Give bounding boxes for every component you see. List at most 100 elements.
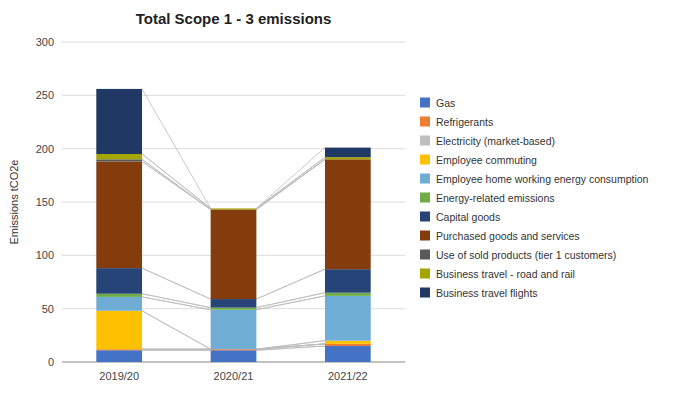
- connector: [256, 157, 325, 208]
- bar-segment: [211, 310, 257, 349]
- connector: [256, 159, 325, 209]
- connector: [142, 349, 211, 350]
- connector: [256, 362, 325, 363]
- bar-segment: [96, 154, 142, 159]
- bar-segment: [211, 350, 257, 362]
- bar-segment: [211, 209, 257, 299]
- bar-segment: [96, 350, 142, 362]
- connector: [142, 294, 211, 308]
- legend-label: Energy-related emissions: [436, 192, 554, 204]
- legend-label: Business travel - road and rail: [436, 268, 575, 280]
- connector: [142, 154, 211, 208]
- connector: [142, 350, 211, 351]
- legend-swatch: [420, 155, 430, 165]
- connector: [256, 269, 325, 299]
- connectors: [142, 89, 325, 362]
- bar-segment: [211, 208, 257, 209]
- connector: [256, 296, 325, 310]
- plot-area: [96, 89, 370, 362]
- bar-segment: [96, 311, 142, 349]
- bar-segment: [325, 159, 371, 269]
- connector: [256, 159, 325, 209]
- y-tick-label: 300: [36, 36, 54, 48]
- bar-segment: [96, 349, 142, 350]
- legend-label: Electricity (market-based): [436, 135, 555, 147]
- connector: [256, 341, 325, 350]
- connector: [142, 350, 211, 351]
- connector: [142, 268, 211, 299]
- legend-swatch: [420, 288, 430, 298]
- connector: [256, 157, 325, 208]
- bar-segment: [325, 293, 371, 296]
- connector: [142, 89, 211, 208]
- connector: [142, 311, 211, 349]
- legend-label: Gas: [436, 97, 455, 109]
- legend-label: Refrigerants: [436, 116, 493, 128]
- connector: [142, 154, 211, 208]
- bar-segment: [96, 297, 142, 311]
- legend-swatch: [420, 174, 430, 184]
- bar-segment: [325, 269, 371, 292]
- y-axis-label: Emissions tCO2e: [8, 160, 20, 245]
- y-tick-label: 100: [36, 249, 54, 261]
- bars: [96, 89, 370, 362]
- x-tick-label: 2019/20: [99, 370, 139, 382]
- legend-swatch: [420, 231, 430, 241]
- connector: [142, 159, 211, 209]
- connector: [142, 349, 211, 350]
- bar-segment: [211, 349, 257, 350]
- legend-label: Use of sold products (tier 1 customers): [436, 249, 616, 261]
- legend-swatch: [420, 193, 430, 203]
- bar-segment: [211, 208, 257, 209]
- legend-swatch: [420, 250, 430, 260]
- title: Total Scope 1 - 3 emissions: [136, 10, 332, 27]
- legend-label: Employee home working energy consumption: [436, 173, 649, 185]
- legend-label: Business travel flights: [436, 287, 538, 299]
- connector: [142, 297, 211, 310]
- y-tick-label: 50: [42, 303, 54, 315]
- legend-swatch: [420, 269, 430, 279]
- connector: [142, 311, 211, 349]
- connector: [142, 268, 211, 299]
- bar-segment: [96, 161, 142, 268]
- legend-swatch: [420, 117, 430, 127]
- grid-line: [62, 42, 405, 43]
- bar-segment: [96, 89, 142, 154]
- connector: [142, 159, 211, 209]
- bar-segment: [325, 341, 371, 344]
- legend-label: Capital goods: [436, 211, 500, 223]
- legend-swatch: [420, 98, 430, 108]
- bar-segment: [211, 308, 257, 310]
- bar-segment: [96, 268, 142, 294]
- bar-segment: [325, 296, 371, 341]
- connector: [256, 148, 325, 209]
- connector: [142, 349, 211, 350]
- bar-segment: [96, 159, 142, 161]
- y-tick-label: 200: [36, 143, 54, 155]
- legend: Gas Refrigerants Electricity (market-based…: [420, 97, 649, 299]
- y-tick-label: 150: [36, 196, 54, 208]
- connector: [142, 294, 211, 308]
- legend-swatch: [420, 136, 430, 146]
- connector: [142, 362, 211, 363]
- connector: [256, 341, 325, 350]
- connector: [256, 159, 325, 209]
- bar-segment: [96, 294, 142, 297]
- chart: 0501001502002503002019/202020/212021/22T…: [0, 0, 693, 403]
- bar-segment: [211, 209, 257, 210]
- grid: [62, 42, 405, 362]
- bar-segment: [325, 346, 371, 362]
- connector: [142, 297, 211, 310]
- bar-segment: [325, 157, 371, 159]
- legend-label: Purchased goods and services: [436, 230, 580, 242]
- bar-segment: [325, 344, 371, 346]
- x-tick-label: 2020/21: [214, 370, 254, 382]
- legend-swatch: [420, 212, 430, 222]
- y-tick-label: 250: [36, 89, 54, 101]
- legend-label: Employee commuting: [436, 154, 537, 166]
- connector: [256, 159, 325, 209]
- bar-segment: [211, 299, 257, 308]
- connector: [142, 349, 211, 350]
- connector: [256, 296, 325, 310]
- x-tick-label: 2021/22: [328, 370, 368, 382]
